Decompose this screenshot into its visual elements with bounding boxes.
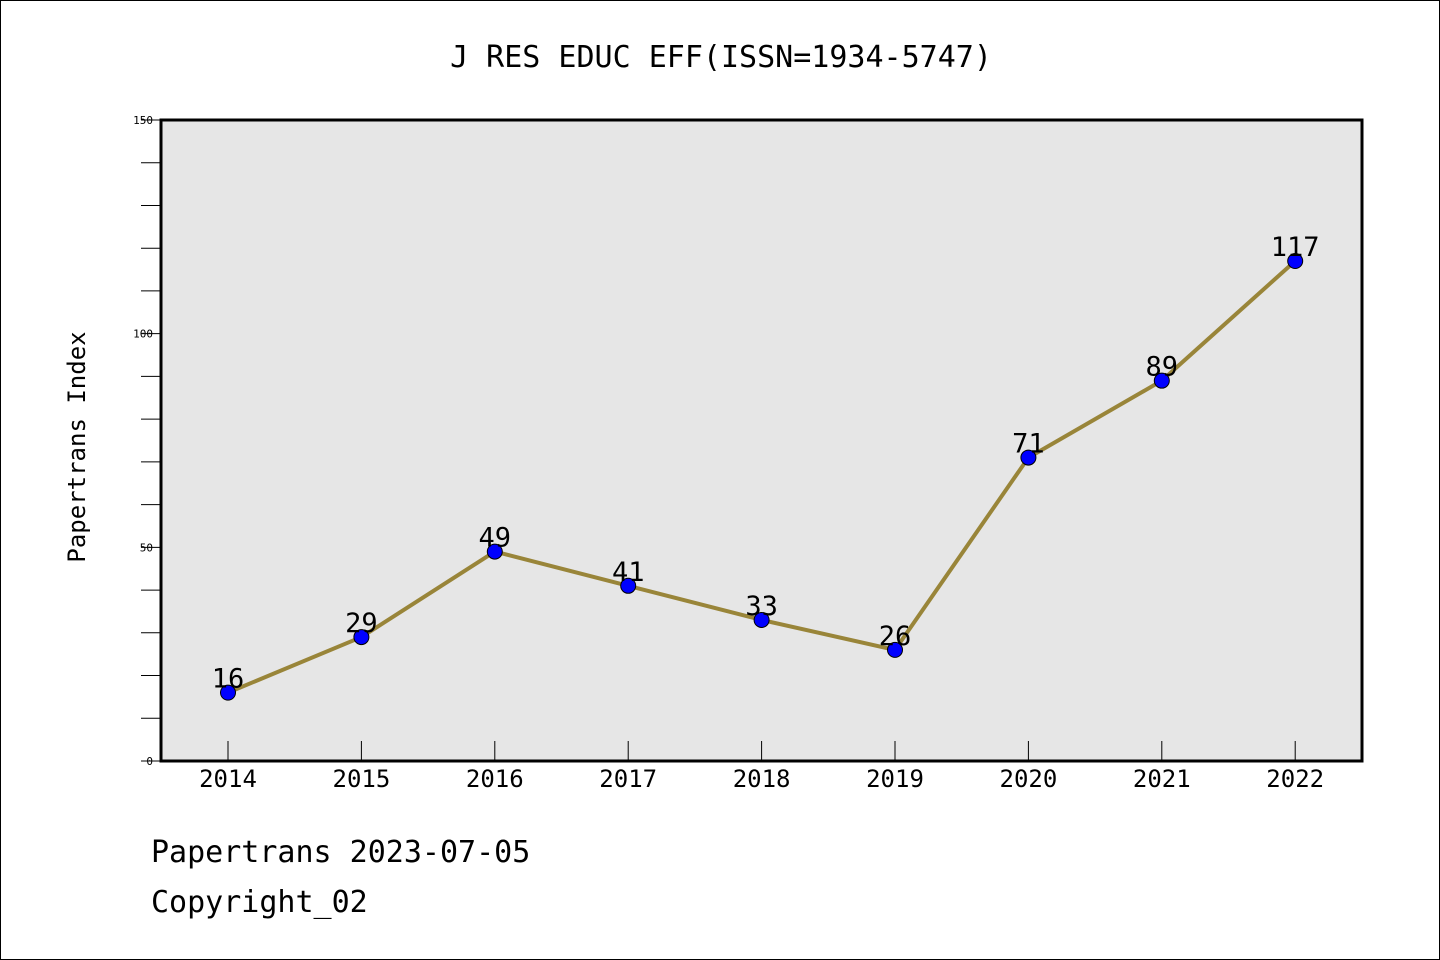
x-tick-label: 2016 [466, 765, 524, 793]
y-tick-label: 50 [140, 541, 153, 554]
plot-area [159, 118, 1364, 763]
data-point [887, 641, 903, 658]
x-tick-label: 2020 [1000, 765, 1058, 793]
data-label: 29 [345, 608, 378, 639]
data-point [620, 577, 637, 594]
data-label: 26 [879, 621, 912, 652]
footer-date-text: Papertrans 2023-07-05 [151, 835, 531, 870]
data-point [1153, 372, 1170, 389]
y-axis: 0 50 100 150 [133, 114, 161, 768]
x-tick-label: 2022 [1266, 765, 1324, 793]
y-tick-label: 100 [133, 328, 153, 341]
data-label: 117 [1271, 232, 1320, 263]
data-label: 49 [479, 523, 512, 554]
data-label: 16 [212, 664, 245, 695]
data-point [1020, 449, 1037, 466]
data-label: 71 [1012, 429, 1045, 460]
x-axis: 2014 2015 2016 2017 2018 2019 2020 2021 2022 [199, 741, 1324, 793]
footer-copyright-text: Copyright_02 [151, 885, 368, 920]
data-label: 41 [612, 557, 645, 588]
data-point [1287, 253, 1304, 270]
data-point [753, 611, 770, 628]
y-tick-label: 0 [146, 755, 153, 768]
data-point [353, 629, 370, 646]
x-tick-label: 2019 [866, 765, 924, 793]
x-tick-label: 2021 [1133, 765, 1191, 793]
y-axis-label: Papertrans Index [63, 331, 91, 562]
y-tick-label: 150 [133, 114, 153, 127]
data-point [220, 684, 236, 701]
data-label: 89 [1146, 352, 1179, 383]
series-group: 16 29 49 41 33 26 71 89 117 [212, 232, 1320, 701]
x-tick-label: 2014 [199, 765, 257, 793]
x-tick-label: 2018 [733, 765, 791, 793]
data-point [486, 543, 503, 560]
x-tick-label: 2017 [599, 765, 657, 793]
x-tick-label: 2015 [333, 765, 391, 793]
chart-title: J RES EDUC EFF(ISSN=1934-5747) [450, 40, 992, 75]
data-label: 33 [745, 591, 778, 622]
